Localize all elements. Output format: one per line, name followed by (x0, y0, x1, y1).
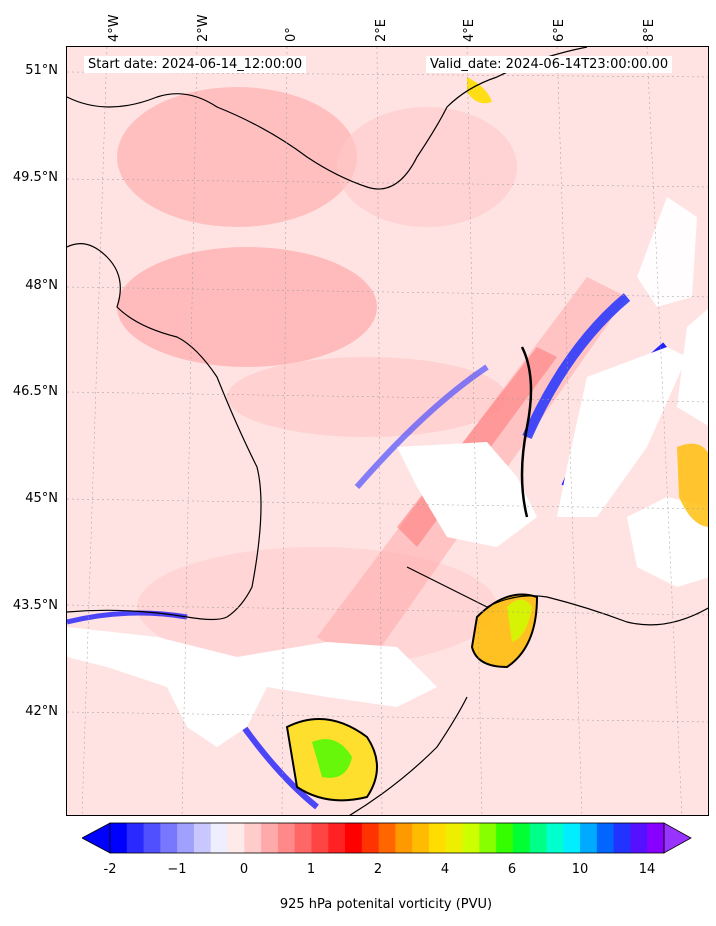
lon-label-4e: 4°E (462, 19, 477, 42)
colorbar-swatch (596, 823, 615, 853)
colorbar-swatch (328, 823, 346, 853)
missing-region-jura (637, 197, 697, 307)
colorbar-swatch (193, 823, 212, 853)
colorbar-swatch (378, 823, 396, 853)
colorbar-swatch (647, 823, 665, 853)
colorbar-extend-min (82, 822, 111, 854)
colorbar-tick-label: 1 (306, 862, 316, 877)
colorbar-swatch (395, 823, 413, 853)
pv-patch-channel (117, 87, 357, 227)
pv-blue-streak-1 (522, 293, 631, 440)
colorbar-border (109, 822, 665, 854)
coastline-biscay (67, 609, 228, 621)
colorbar-tick-label: 6 (507, 862, 517, 877)
colorbar-swatch (110, 823, 128, 853)
pv-blob-catalonia-core (312, 739, 352, 778)
coastline-catalonia (349, 696, 468, 815)
lon-label-4w: 4°W (107, 14, 122, 42)
lon-label-8e: 8°E (642, 19, 657, 42)
coastline-channel (67, 47, 588, 190)
colorbar-swatch (261, 823, 279, 853)
colorbar-tick-label: −1 (167, 862, 187, 877)
lat-label-48: 48°N (25, 278, 58, 293)
pv-contour-2 (470, 593, 539, 669)
coastline-mediterranean (406, 566, 708, 626)
colorbar-tick-label: 4 (440, 862, 450, 877)
pv-blob-belgium (467, 77, 492, 104)
colorbar-swatch (311, 823, 329, 853)
pv-contour-1 (520, 346, 533, 518)
missing-region-pyrenees (67, 627, 437, 747)
colorbar-title: 925 hPa potenital vorticity (PVU) (279, 897, 493, 912)
pv-blob-rhone-core (507, 599, 532, 642)
lat-label-49-5: 49.5°N (12, 170, 58, 185)
colorbar-swatch (361, 823, 380, 853)
pv-patch-center (227, 357, 507, 437)
coastline-atlantic (67, 243, 262, 618)
lat-label-45: 45°N (25, 491, 58, 506)
colorbar-swatch (244, 823, 262, 853)
colorbar-tick-label: 14 (638, 862, 656, 877)
lon-label-2w: 2°W (196, 14, 211, 42)
start-date-label: Start date: 2024-06-14_12:00:00 (84, 56, 307, 73)
lon-label-2e: 2°E (374, 19, 389, 42)
colorbar-tick-label: -2 (103, 862, 117, 877)
colorbar (82, 822, 692, 854)
colorbar-swatch (479, 823, 497, 853)
colorbar-tick-label: 10 (571, 862, 589, 877)
map-panel (66, 46, 709, 816)
lat-label-46-5: 46.5°N (12, 384, 58, 399)
pv-map (67, 47, 708, 815)
graticule (67, 47, 708, 815)
colorbar-swatch (613, 823, 631, 853)
pv-patch-brittany (117, 247, 377, 367)
colorbar-swatch (563, 823, 581, 853)
colorbar-swatch (462, 823, 480, 853)
missing-region-alps (557, 347, 687, 517)
valid-date-label: Valid_date: 2024-06-14T23:00:00.00 (426, 56, 673, 73)
colorbar-swatch (277, 823, 296, 853)
pv-contour-3 (285, 718, 378, 802)
colorbar-swatch (496, 823, 514, 853)
missing-region-massif (397, 442, 537, 547)
pv-blob-italy (677, 443, 708, 527)
colorbar-swatch (177, 823, 195, 853)
lat-label-51: 51°N (25, 63, 58, 78)
colorbar-tick-label: 2 (373, 862, 383, 877)
pv-patch-north (337, 107, 517, 227)
colorbar-swatch (546, 823, 564, 853)
colorbar-swatch (345, 823, 363, 853)
missing-region-south-alps (627, 497, 708, 587)
colorbar-swatch (143, 823, 161, 853)
colorbar-swatch (210, 823, 229, 853)
colorbar-tick-label: 0 (239, 862, 249, 877)
colorbar-swatch (428, 823, 447, 853)
colorbar-swatch (630, 823, 648, 853)
colorbar-swatch (512, 823, 531, 853)
colorbar-swatch (227, 823, 245, 853)
lat-label-43-5: 43.5°N (12, 598, 58, 613)
colorbar-swatch (294, 823, 312, 853)
colorbar-swatch (126, 823, 145, 853)
pv-blue-streak-3 (354, 364, 489, 489)
colorbar-swatch (412, 823, 430, 853)
colorbar-swatch (445, 823, 464, 853)
lon-label-0: 0° (284, 27, 299, 42)
colorbar-swatch (580, 823, 598, 853)
missing-region-alps-east (677, 308, 708, 426)
lon-label-6e: 6°E (552, 19, 567, 42)
colorbar-swatch (160, 823, 178, 853)
lat-label-42: 42°N (25, 704, 58, 719)
colorbar-swatch (529, 823, 547, 853)
colorbar-extend-max (663, 822, 692, 854)
